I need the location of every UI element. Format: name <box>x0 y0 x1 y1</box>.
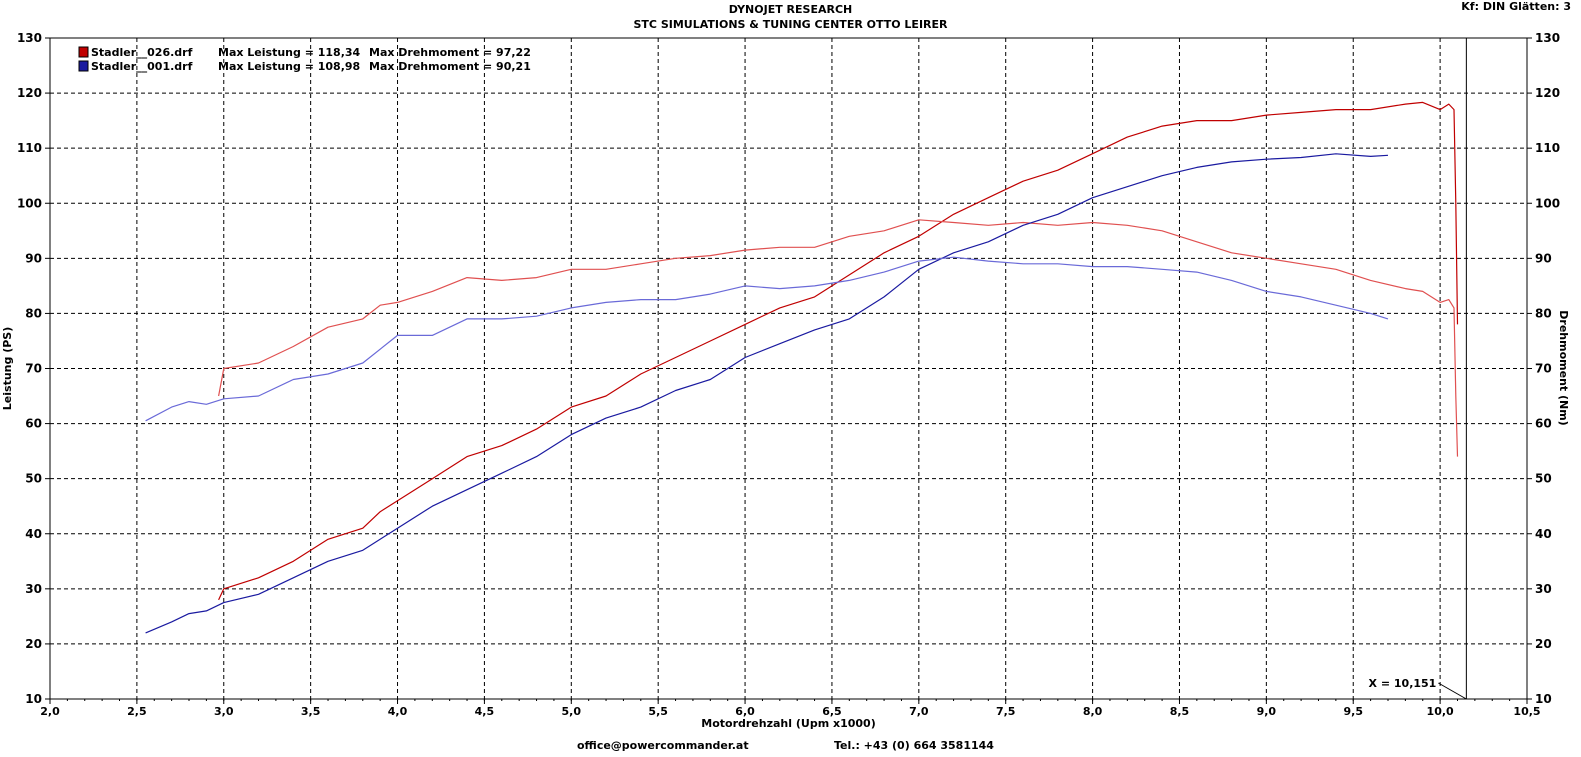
x-tick-label: 3,5 <box>301 705 321 718</box>
y-tick-label: 40 <box>25 527 42 541</box>
x-tick-label: 9,0 <box>1257 705 1277 718</box>
y2-tick-label: 100 <box>1535 196 1560 210</box>
legend-leistung: Max Leistung = 118,34 <box>218 46 361 59</box>
y-tick-label: 30 <box>25 582 42 596</box>
cursor: X = 10,151 <box>1369 38 1467 700</box>
y-tick-label: 110 <box>17 141 42 155</box>
series-group <box>145 101 1459 634</box>
y-tick-label: 100 <box>17 196 42 210</box>
y-axis-label: Leistung (PS) <box>1 327 14 410</box>
x-tick-label: 10,0 <box>1427 705 1454 718</box>
axis-ticks: 2,0 2,5 3,0 3,5 4,0 4,5 5,0 5,5 6,0 6,5 7,0 7,5 8,0 8… <box>17 31 1560 718</box>
legend-leistung: Max Leistung = 108,98 <box>218 60 360 73</box>
cursor-label: X = 10,151 <box>1369 677 1437 690</box>
y2-tick-label: 120 <box>1535 86 1560 100</box>
y2-tick-label: 110 <box>1535 141 1560 155</box>
y-tick-label: 20 <box>25 637 42 651</box>
y2-axis-label: Drehmoment (Nm) <box>1557 310 1570 425</box>
y-tick-label: 50 <box>25 472 42 486</box>
x-tick-label: 6,5 <box>822 705 842 718</box>
y2-tick-label: 70 <box>1535 362 1552 376</box>
settings-label: Kf: DIN Glätten: 3 <box>1461 0 1571 13</box>
legend-drehmoment: Max Drehmoment = 90,21 <box>369 60 531 73</box>
y2-tick-label: 40 <box>1535 527 1552 541</box>
x-tick-label: 8,0 <box>1083 705 1103 718</box>
legend-file: Stadler__026.drf <box>91 46 193 59</box>
y-tick-label: 80 <box>25 306 42 320</box>
y2-tick-label: 60 <box>1535 417 1552 431</box>
chart-title: DYNOJET RESEARCH <box>728 3 853 16</box>
series-line-3 <box>145 256 1389 422</box>
legend-file: Stadler__001.drf <box>91 60 193 73</box>
cursor-pointer <box>1438 682 1467 700</box>
y-tick-label: 70 <box>25 362 42 376</box>
x-tick-label: 7,0 <box>909 705 929 718</box>
y2-tick-label: 50 <box>1535 472 1552 486</box>
legend-drehmoment: Max Drehmoment = 97,22 <box>369 46 531 59</box>
x-tick-label: 5,0 <box>562 705 582 718</box>
y2-tick-label: 90 <box>1535 251 1552 265</box>
x-tick-label: 5,5 <box>648 705 668 718</box>
y2-tick-label: 30 <box>1535 582 1552 596</box>
x-tick-label: 10,5 <box>1513 705 1540 718</box>
chart-subtitle: STC SIMULATIONS & TUNING CENTER OTTO LEI… <box>633 18 948 31</box>
legend-swatch <box>78 46 89 58</box>
legend-swatch <box>78 60 89 72</box>
x-tick-label: 8,5 <box>1170 705 1190 718</box>
y-tick-label: 130 <box>17 31 42 45</box>
y2-tick-label: 80 <box>1535 306 1552 320</box>
x-tick-label: 4,5 <box>475 705 495 718</box>
x-tick-label: 9,5 <box>1343 705 1363 718</box>
y-tick-label: 120 <box>17 86 42 100</box>
y-tick-label: 90 <box>25 251 42 265</box>
grid <box>50 38 1527 699</box>
x-tick-label: 2,0 <box>40 705 60 718</box>
y2-tick-label: 130 <box>1535 31 1560 45</box>
series-line-0 <box>218 101 1459 601</box>
series-line-2 <box>145 153 1389 634</box>
footer-phone: Tel.: +43 (0) 664 3581144 <box>834 739 994 752</box>
y-tick-label: 10 <box>25 692 42 706</box>
y2-tick-label: 20 <box>1535 637 1552 651</box>
series-line-1 <box>218 219 1459 457</box>
x-tick-label: 3,0 <box>214 705 234 718</box>
legend: Stadler__026.drf Max Leistung = 118,34 Max… <box>78 46 531 73</box>
footer-email: office@powercommander.at <box>577 739 749 752</box>
x-tick-label: 7,5 <box>996 705 1016 718</box>
x-tick-label: 2,5 <box>127 705 147 718</box>
y-tick-label: 60 <box>25 417 42 431</box>
x-tick-label: 4,0 <box>388 705 408 718</box>
y2-tick-label: 10 <box>1535 692 1552 706</box>
x-axis-label: Motordrehzahl (Upm x1000) <box>701 717 875 730</box>
x-tick-label: 6,0 <box>735 705 755 718</box>
